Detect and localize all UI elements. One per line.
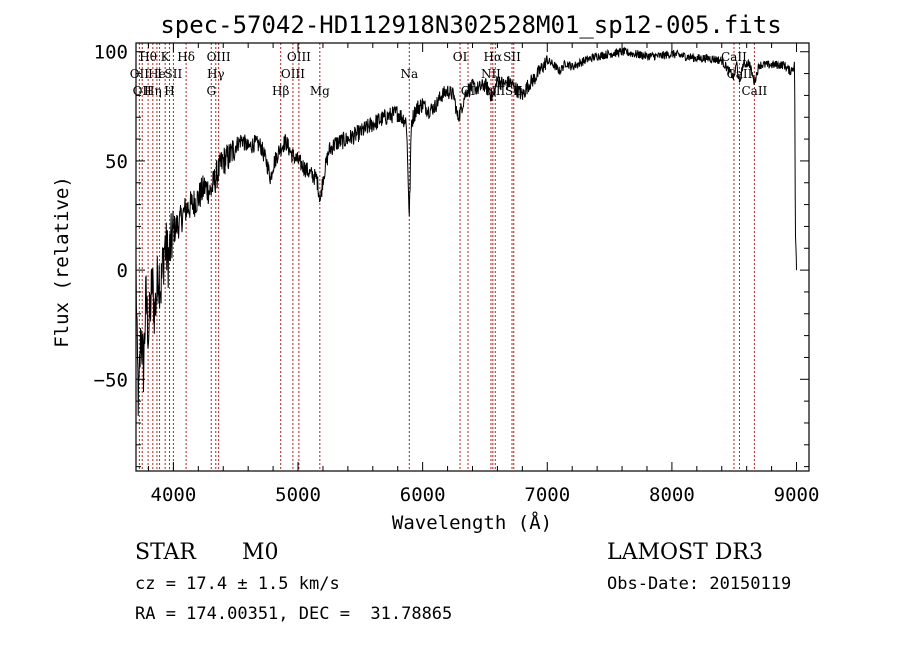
y-tick-label: 100 bbox=[94, 42, 128, 64]
spectrum-line bbox=[135, 46, 797, 416]
emission-line-label: H bbox=[164, 84, 174, 98]
chart-title: spec-57042-HD112918N302528M01_sp12-005.f… bbox=[160, 11, 781, 39]
observation-date: Obs-Date: 20150119 bbox=[607, 574, 792, 594]
coordinates-readout: RA = 174.00351, DEC = 31.78865 bbox=[135, 604, 453, 624]
x-axis-ticks: 4000 5000 6000 7000 8000 9000 bbox=[147, 43, 820, 506]
emission-line-label: Mg bbox=[310, 84, 330, 98]
x-tick-label: 5000 bbox=[275, 484, 321, 506]
emission-line-label: OIII bbox=[287, 50, 311, 64]
emission-line-markers bbox=[138, 43, 755, 471]
emission-line-label: Hγ bbox=[207, 67, 225, 81]
survey-name: LAMOST DR3 bbox=[607, 540, 763, 565]
emission-line-label: Na bbox=[400, 67, 418, 81]
y-tick-label: 50 bbox=[105, 151, 128, 173]
plot-frame bbox=[135, 42, 810, 472]
emission-line-label: SII bbox=[165, 67, 183, 81]
x-tick-label: 9000 bbox=[774, 484, 820, 506]
x-axis-title: Wavelength (Å) bbox=[392, 511, 552, 534]
y-tick-label: −50 bbox=[94, 369, 128, 391]
x-tick-label: 4000 bbox=[151, 484, 197, 506]
emission-line-label: Hβ bbox=[272, 84, 289, 98]
y-axis-title: Flux (relative) bbox=[51, 176, 73, 348]
emission-line-label: Hδ bbox=[177, 50, 195, 64]
emission-line-label: SII bbox=[503, 50, 521, 64]
emission-line-label: Hθ bbox=[139, 50, 157, 64]
object-class: STAR bbox=[135, 540, 196, 565]
emission-line-label: I bbox=[157, 67, 162, 81]
y-tick-label: 0 bbox=[117, 260, 128, 282]
emission-line-label: OIII bbox=[281, 67, 305, 81]
subclass: M0 bbox=[242, 540, 279, 565]
emission-line-label: OII bbox=[133, 84, 153, 98]
emission-line-label: K bbox=[161, 50, 171, 64]
emission-line-label: Hα bbox=[484, 50, 503, 64]
y-axis-ticks: −50 0 50 100 bbox=[94, 42, 809, 468]
emission-line-label: OIII bbox=[207, 50, 231, 64]
emission-line-label: Hη bbox=[144, 84, 162, 98]
emission-line-label: G bbox=[206, 84, 216, 98]
emission-line-labels: OIIOIIHθHηHeIKHSIIHδGHγOIIIHβOIIIOIIIMgN… bbox=[130, 50, 768, 98]
emission-line-label: OI bbox=[453, 50, 468, 64]
x-tick-label: 8000 bbox=[649, 484, 695, 506]
emission-line-label: CaII bbox=[721, 50, 747, 64]
emission-line-label: He bbox=[148, 67, 166, 81]
emission-line-label: CaII bbox=[741, 84, 767, 98]
x-tick-label: 7000 bbox=[524, 484, 570, 506]
x-tick-label: 6000 bbox=[400, 484, 446, 506]
emission-line-label: NII bbox=[481, 67, 501, 81]
redshift-readout: cz = 17.4 ± 1.5 km/s bbox=[135, 574, 340, 594]
